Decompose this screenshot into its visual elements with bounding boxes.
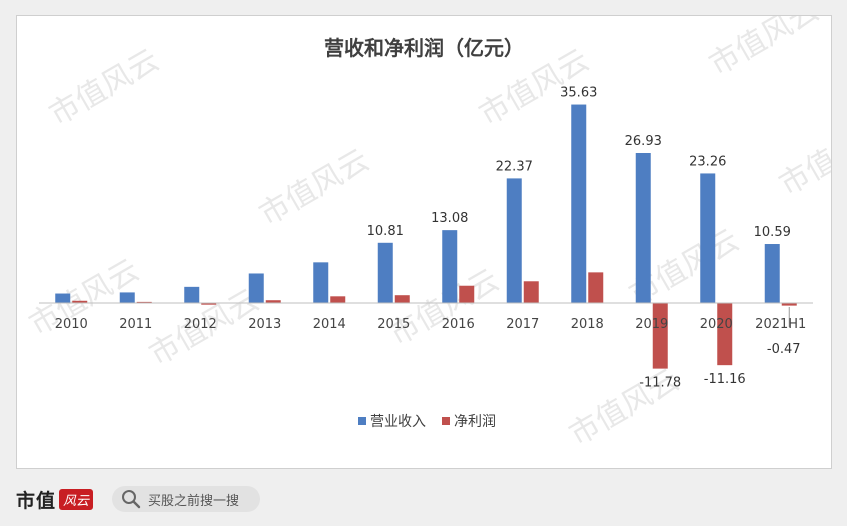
revenue-data-label: 23.26 xyxy=(689,154,726,169)
x-tick-label: 2010 xyxy=(55,317,88,332)
x-tick-label: 2014 xyxy=(313,317,346,332)
revenue-bar xyxy=(700,173,716,303)
profit-data-label: -11.78 xyxy=(639,376,681,391)
revenue-data-label: 35.63 xyxy=(560,86,597,101)
search-icon xyxy=(122,490,141,509)
revenue-data-label: 22.37 xyxy=(496,159,533,174)
profit-bar xyxy=(136,301,152,303)
profit-bar xyxy=(717,303,733,366)
revenue-data-label: 13.08 xyxy=(431,211,468,226)
revenue-bar xyxy=(764,244,780,303)
profit-data-label: -11.16 xyxy=(704,372,746,387)
watermark-text: 市值风云 xyxy=(704,16,825,83)
profit-bar xyxy=(523,281,539,303)
profit-bar xyxy=(652,303,668,369)
revenue-data-label: 26.93 xyxy=(625,134,662,149)
revenue-bar xyxy=(377,242,393,303)
profit-bar xyxy=(72,300,88,303)
x-tick-label: 2019 xyxy=(635,317,668,332)
revenue-bar xyxy=(184,286,200,303)
profit-bar xyxy=(459,285,475,303)
profit-bar xyxy=(201,303,217,305)
revenue-data-label: 10.59 xyxy=(754,225,791,240)
profit-bar xyxy=(588,272,604,303)
x-tick-label: 2016 xyxy=(442,317,475,332)
legend-swatch xyxy=(442,417,450,425)
x-tick-label: 2013 xyxy=(248,317,281,332)
profit-bar xyxy=(330,296,346,303)
x-tick-label: 2015 xyxy=(377,317,410,332)
watermark-text: 市值风云 xyxy=(254,143,375,233)
watermark-text: 市值风云 xyxy=(774,113,832,203)
legend-label: 营业收入 xyxy=(370,414,426,430)
x-tick-label: 2020 xyxy=(700,317,733,332)
profit-bar xyxy=(781,303,797,306)
revenue-data-label: 10.81 xyxy=(367,224,404,239)
legend-swatch xyxy=(358,417,366,425)
profit-bar xyxy=(394,295,410,303)
revenue-bar xyxy=(119,292,135,303)
x-tick-label: 2017 xyxy=(506,317,539,332)
profit-bar xyxy=(265,300,281,303)
revenue-bar xyxy=(313,262,329,303)
x-tick-label: 2011 xyxy=(119,317,152,332)
revenue-bar xyxy=(506,178,522,303)
profit-data-label: -0.47 xyxy=(767,342,801,357)
watermark-text: 市值风云 xyxy=(44,43,165,133)
chart-title: 营收和净利润（亿元） xyxy=(324,36,524,60)
revenue-bar xyxy=(635,152,651,303)
brand-name: 市值 xyxy=(16,489,57,512)
chart-card: 市值风云 市值风云 市值风云 市值风云 市值风云 市值风云 市值风云 市值风云 市值风云 市值风云… xyxy=(16,15,832,469)
brand-mark: 风云 xyxy=(59,488,94,510)
revenue-bar xyxy=(248,273,264,303)
search-box[interactable]: 买股之前搜一搜 xyxy=(112,486,260,512)
revenue-bar xyxy=(442,230,458,303)
x-tick-label: 2012 xyxy=(184,317,217,332)
x-tick-label: 2018 xyxy=(571,317,604,332)
x-tick-label: 2021H1 xyxy=(755,317,806,332)
brand-logo[interactable]: 市值 风云 xyxy=(16,486,94,512)
search-placeholder: 买股之前搜一搜 xyxy=(148,493,240,509)
revenue-bar xyxy=(571,104,587,304)
legend-label: 净利润 xyxy=(454,414,496,430)
revenue-bar xyxy=(55,293,71,303)
